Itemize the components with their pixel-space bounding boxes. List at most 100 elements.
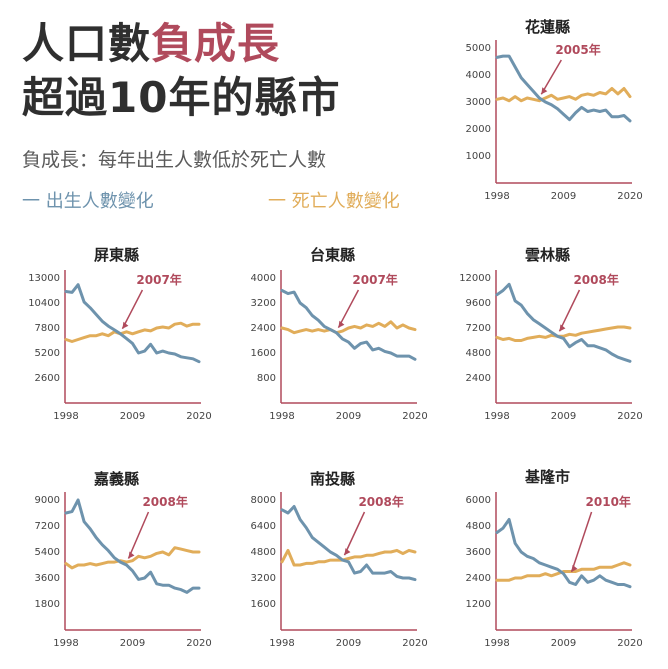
chart-plot: 800 1600 2400 3200 4000 1998 2009 2020 2007年 xyxy=(251,270,428,422)
annotation-arrowhead xyxy=(571,564,578,572)
birth-line xyxy=(495,518,632,589)
y-tick-label: 1800 xyxy=(35,599,60,610)
chart-title: 花蓮縣 xyxy=(524,18,570,36)
annotation-label: 2007年 xyxy=(352,272,397,287)
title-line-1: 人口數負成長 xyxy=(22,10,280,71)
y-tick-label: 4000 xyxy=(466,70,491,81)
y-tick-label: 2000 xyxy=(466,124,491,135)
annotation-label: 2010年 xyxy=(586,494,631,509)
x-tick-label: 2020 xyxy=(186,638,211,649)
annotation-label: 2005年 xyxy=(555,42,600,57)
death-line xyxy=(64,546,201,570)
birth-line xyxy=(495,54,632,123)
y-tick-label: 3200 xyxy=(251,298,276,309)
x-tick-label: 2009 xyxy=(120,638,145,649)
x-tick-label: 2020 xyxy=(617,191,642,202)
y-tick-label: 6000 xyxy=(466,495,491,506)
annotation-arrow xyxy=(337,289,360,329)
legend-death: 一 死亡人數變化 xyxy=(268,191,400,212)
y-tick-label: 4800 xyxy=(466,521,491,532)
annotation-label: 2008年 xyxy=(142,494,187,509)
chart-title: 嘉義縣 xyxy=(93,470,139,488)
x-tick-label: 2020 xyxy=(402,411,427,422)
title-part-negative-growth: 負成長 xyxy=(151,19,281,68)
birth-line xyxy=(64,283,201,364)
x-tick-label: 1998 xyxy=(53,638,78,649)
y-tick-label: 3200 xyxy=(251,573,276,584)
y-tick-label: 7800 xyxy=(35,323,60,334)
chart-taitung: 台東縣 800 1600 2400 3200 4000 1998 2009 2020 2007年 xyxy=(230,238,435,438)
annotation-arrowhead xyxy=(338,320,345,328)
chart-plot: 1800 3600 5400 7200 9000 1998 2009 2020 2008年 xyxy=(35,492,212,649)
death-line xyxy=(280,548,417,567)
title-line-2: 超過10年的縣市 xyxy=(22,73,341,122)
death-line xyxy=(495,561,632,582)
annotation-label: 2007年 xyxy=(136,272,181,287)
annotation-label: 2008年 xyxy=(358,494,403,509)
x-tick-label: 1998 xyxy=(484,191,509,202)
annotation-arrowhead xyxy=(559,324,566,332)
y-tick-label: 9600 xyxy=(466,298,491,309)
x-tick-label: 1998 xyxy=(269,411,294,422)
x-tick-label: 2009 xyxy=(336,638,361,649)
y-tick-label: 1600 xyxy=(251,599,276,610)
birth-line xyxy=(64,498,201,594)
birth-line xyxy=(280,505,417,582)
y-tick-label: 800 xyxy=(257,373,276,384)
annotation-arrow xyxy=(121,289,144,330)
chart-title: 雲林縣 xyxy=(524,246,570,264)
y-tick-label: 1600 xyxy=(251,348,276,359)
chart-keelung: 基隆市 1200 2400 3600 4800 6000 1998 2009 2020 2010… xyxy=(445,460,650,665)
birth-line xyxy=(280,289,417,361)
x-tick-label: 2009 xyxy=(120,411,145,422)
y-tick-label: 3600 xyxy=(466,547,491,558)
annotation-arrow xyxy=(558,289,581,332)
y-tick-label: 4800 xyxy=(466,348,491,359)
annotation-arrowhead xyxy=(344,548,351,556)
y-tick-label: 1000 xyxy=(466,151,491,162)
chart-plot: 1600 3200 4800 6400 8000 1998 2009 2020 2008年 xyxy=(251,492,428,649)
x-tick-label: 2009 xyxy=(551,411,576,422)
y-tick-label: 2400 xyxy=(466,373,491,384)
y-tick-label: 1200 xyxy=(466,599,491,610)
chart-title: 基隆市 xyxy=(524,468,570,486)
y-tick-label: 2600 xyxy=(35,373,60,384)
y-tick-label: 13000 xyxy=(28,273,60,284)
annotation-arrow xyxy=(570,511,593,573)
x-tick-label: 2009 xyxy=(551,638,576,649)
death-line xyxy=(495,87,632,103)
chart-hualien: 花蓮縣 1000 2000 3000 4000 5000 1998 2009 2020 2005… xyxy=(445,8,650,218)
y-tick-label: 8000 xyxy=(251,495,276,506)
annotation-arrowhead xyxy=(122,321,129,329)
birth-line xyxy=(495,282,632,363)
annotation-arrow xyxy=(540,59,562,95)
x-tick-label: 1998 xyxy=(484,638,509,649)
chart-plot: 2400 4800 7200 9600 12000 1998 2009 2020 2008年 xyxy=(459,270,643,422)
chart-nantou: 南投縣 1600 3200 4800 6400 8000 1998 2009 2020 2008… xyxy=(230,460,435,665)
y-tick-label: 3000 xyxy=(466,97,491,108)
y-tick-label: 4800 xyxy=(251,547,276,558)
annotation-label: 2008年 xyxy=(573,272,618,287)
chart-title: 南投縣 xyxy=(309,470,355,488)
x-tick-label: 2009 xyxy=(336,411,361,422)
x-tick-label: 2020 xyxy=(617,638,642,649)
chart-title: 屏東縣 xyxy=(93,246,139,264)
chart-plot: 2600 5200 7800 10400 13000 1998 2009 2020 2007年 xyxy=(28,270,212,422)
chart-yunlin: 雲林縣 2400 4800 7200 9600 12000 1998 2009 2020 200… xyxy=(445,238,650,438)
legend-birth: 一 出生人數變化 xyxy=(22,191,154,212)
chart-title: 台東縣 xyxy=(309,246,355,264)
y-tick-label: 7200 xyxy=(466,323,491,334)
title-part-population: 人口數 xyxy=(22,19,152,68)
death-line xyxy=(280,320,417,335)
chart-chiayi: 嘉義縣 1800 3600 5400 7200 9000 1998 2009 2020 2008… xyxy=(14,460,219,665)
death-line xyxy=(64,321,201,343)
chart-pingtung: 屏東縣 2600 5200 7800 10400 13000 1998 2009 2020 20… xyxy=(14,238,219,438)
y-tick-label: 12000 xyxy=(459,273,491,284)
chart-plot: 1000 2000 3000 4000 5000 1998 2009 2020 2005年 xyxy=(466,40,643,202)
y-tick-label: 7200 xyxy=(35,521,60,532)
y-tick-label: 4000 xyxy=(251,273,276,284)
subtitle: 負成長：每年出生人數低於死亡人數 xyxy=(22,149,327,171)
y-tick-label: 2400 xyxy=(466,573,491,584)
chart-plot: 1200 2400 3600 4800 6000 1998 2009 2020 2010年 xyxy=(466,492,643,649)
x-tick-label: 2009 xyxy=(551,191,576,202)
